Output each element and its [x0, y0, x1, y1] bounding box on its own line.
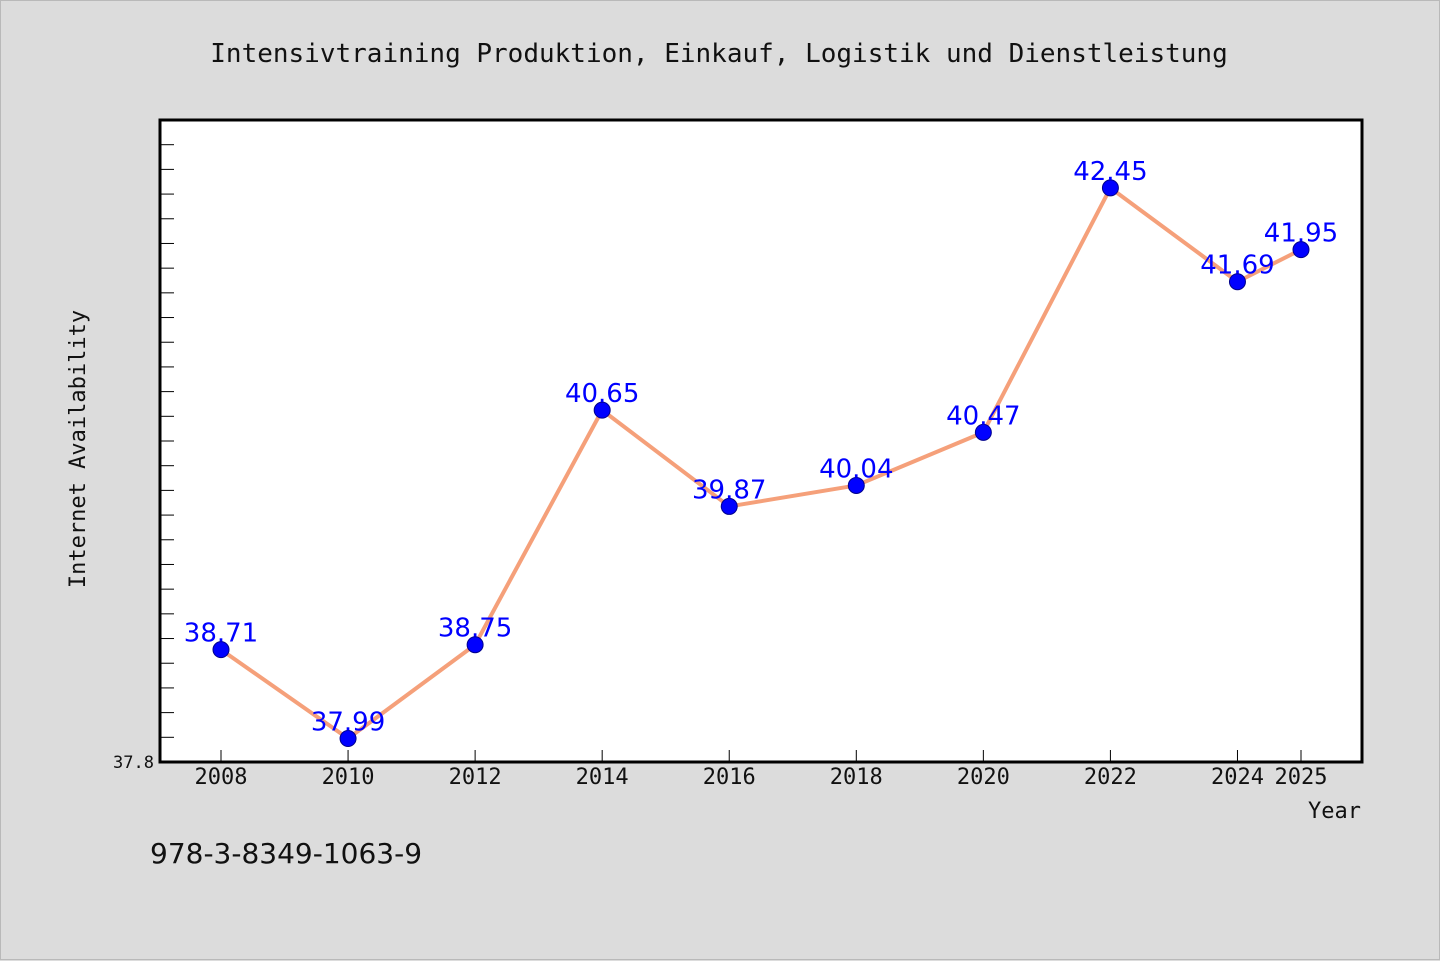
isbn-footer: 978-3-8349-1063-9 — [150, 837, 422, 870]
chart-title: Intensivtraining Produktion, Einkauf, Lo… — [210, 39, 1227, 69]
x-axis-label: Year — [1308, 799, 1361, 824]
data-label-2025: 41.95 — [1264, 219, 1338, 249]
x-tick-label-2025: 2025 — [1275, 765, 1328, 790]
x-tick-label-2018: 2018 — [830, 765, 883, 790]
x-tick-label-2008: 2008 — [195, 765, 248, 790]
data-point-2022 — [1101, 179, 1119, 197]
y-axis-label: Internet Availability — [66, 310, 91, 588]
data-point-2025 — [1292, 241, 1310, 259]
x-tick-label-2020: 2020 — [957, 765, 1010, 790]
x-tick-label-2010: 2010 — [322, 765, 375, 790]
data-label-2008: 38.71 — [184, 619, 258, 649]
data-label-2020: 40.47 — [946, 401, 1020, 431]
plot-area — [158, 118, 1364, 764]
data-point-2016 — [720, 497, 738, 515]
data-label-2016: 39.87 — [692, 475, 766, 505]
x-tick-label-2016: 2016 — [703, 765, 756, 790]
data-point-2008 — [212, 641, 230, 659]
data-point-2010 — [339, 730, 357, 748]
series-line-group: 38.71 37.99 38.75 40.65 39.87 40.04 40.47 42.45… — [184, 157, 1338, 748]
data-label-2018: 40.04 — [819, 454, 893, 484]
y-axis-ticks — [160, 144, 174, 738]
x-tick-label-2012: 2012 — [449, 765, 502, 790]
data-label-2024: 41.69 — [1200, 251, 1274, 281]
data-label-2014: 40.65 — [565, 379, 639, 409]
data-point-2014 — [593, 401, 611, 419]
data-point-2020 — [974, 423, 992, 441]
data-point-2012 — [466, 636, 484, 654]
data-label-2022: 42.45 — [1073, 157, 1147, 187]
y-tick-label-min: 37.8 — [113, 753, 154, 773]
series-line-0 — [219, 185, 1303, 741]
x-tick-label-2022: 2022 — [1084, 765, 1137, 790]
x-axis-tick-labels: 2008 2010 2012 2014 2016 2018 2020 2022 2024 2025 — [195, 765, 1328, 790]
data-label-2010: 37.99 — [311, 708, 385, 738]
data-point-2024 — [1228, 273, 1246, 291]
data-label-2012: 38.75 — [438, 614, 512, 644]
data-point-2018 — [847, 476, 865, 494]
x-tick-label-2024: 2024 — [1211, 765, 1264, 790]
x-tick-label-2014: 2014 — [576, 765, 629, 790]
x-axis-ticks — [220, 750, 1302, 762]
